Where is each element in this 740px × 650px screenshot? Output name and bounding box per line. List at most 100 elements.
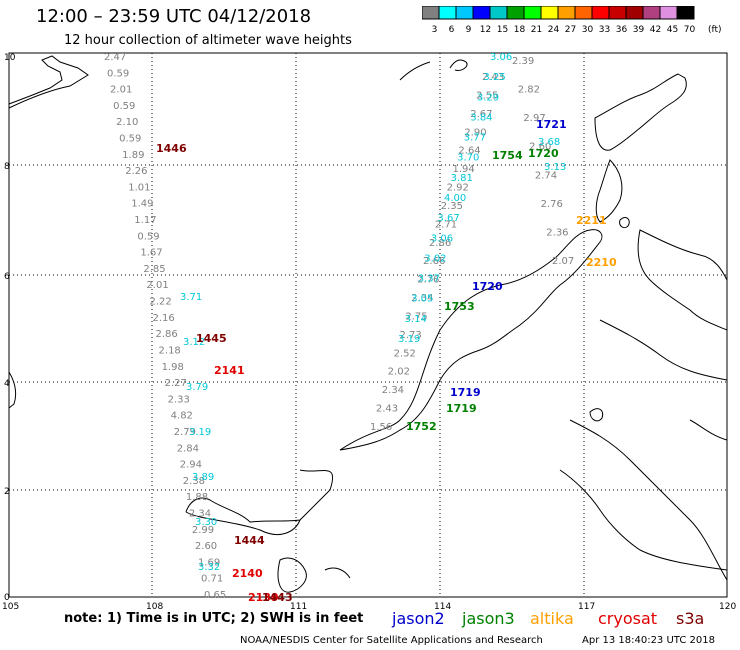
colorbar-label: 21 (531, 25, 542, 35)
wave-height-value: 2.92 (447, 183, 469, 194)
colorbar-label: 39 (633, 25, 645, 35)
wave-height-value: 2.79 (174, 427, 196, 438)
wave-height-value: 2.16 (152, 313, 174, 324)
colorbar-label: 18 (514, 25, 526, 35)
wave-height-value-cyan: 3.77 (464, 133, 486, 144)
pass-time-label: 2140 (232, 567, 263, 580)
wave-height-value: 0.59 (113, 101, 135, 112)
wave-height-value: 1.01 (128, 182, 150, 193)
credit-organization: NOAA/NESDIS Center for Satellite Applica… (240, 635, 543, 646)
colorbar-label: 30 (582, 25, 594, 35)
x-tick-label: 111 (290, 602, 307, 610)
y-tick-label: 8 (4, 162, 10, 172)
y-tick-label: 2 (4, 487, 10, 497)
page-title: 12:00 – 23:59 UTC 04/12/2018 (36, 6, 312, 27)
wave-height-value: 2.71 (435, 219, 457, 230)
colorbar-label: 33 (599, 25, 610, 35)
wave-height-value: 2.33 (168, 394, 190, 405)
colorbar-label: 9 (466, 25, 472, 35)
colorbar-label: 12 (480, 25, 491, 35)
wave-height-value: 2.27 (165, 378, 187, 389)
color-scale-bar: 3 6 9 12 15 18 21 24 27 30 33 36 39 42 45 70 (ft) (422, 6, 722, 35)
wave-height-value-cyan: 3.19 (189, 427, 211, 438)
visayas-islands (637, 229, 728, 331)
pass-time-label: 1719 (446, 402, 477, 415)
wave-height-value: 2.86 (156, 329, 178, 340)
wave-height-value-cyan: 3.06 (431, 233, 453, 244)
wave-height-value: 2.36 (546, 227, 568, 238)
wave-height-value: 2.60 (195, 541, 217, 552)
wave-height-value: 2.55 (476, 90, 498, 101)
colorbar-label: 24 (548, 25, 560, 35)
wave-height-value: 0.59 (119, 134, 141, 145)
wave-height-value-cyan: 3.81 (451, 173, 473, 184)
wave-height-value: 2.74 (535, 170, 557, 181)
wave-height-value-cyan: 3.79 (186, 382, 208, 393)
wave-height-value: 2.18 (159, 345, 181, 356)
wave-height-value-cyan: 3.37 (418, 274, 440, 285)
wave-height-value: 2.22 (149, 297, 171, 308)
page-subtitle: 12 hour collection of altimeter wave hei… (64, 33, 352, 48)
wave-height-value: 1.98 (162, 362, 184, 373)
colorbar-label: 15 (497, 25, 508, 35)
wave-height-value: 2.39 (512, 56, 534, 67)
colorbar-label: 42 (650, 25, 661, 35)
wave-height-value-cyan: 3.67 (437, 213, 459, 224)
pass-time-label: 1752 (406, 420, 437, 433)
wave-height-value: 2.85 (143, 264, 165, 275)
legend-item-cryosat: cryosat (598, 609, 658, 628)
wave-height-value: 2.84 (177, 443, 199, 454)
wave-height-value: 2.07 (552, 256, 574, 267)
credit-timestamp: Apr 13 18:40:23 UTC 2018 (582, 635, 715, 646)
wave-height-value: 2.43 (482, 72, 504, 83)
y-axis-ticks: 10 8 6 4 2 0 (4, 53, 16, 603)
wave-height-value: 2.10 (116, 117, 138, 128)
pass-time-label: 1754 (492, 149, 523, 162)
colorbar-unit-label: (ft) (708, 25, 722, 35)
wave-height-value: 2.73 (399, 330, 421, 341)
colorbar-label: 27 (565, 25, 576, 35)
wave-height-value: 2.67 (470, 109, 492, 120)
colorbar-label: 6 (449, 25, 455, 35)
y-tick-label: 6 (4, 272, 10, 282)
wave-height-value: 2.66 (423, 256, 445, 267)
legend-item-s3a: s3a (676, 609, 705, 628)
wave-height-value: 2.01 (146, 280, 168, 291)
wave-height-value-cyan: 3.13 (544, 162, 566, 173)
wave-height-value: 2.60 (529, 142, 551, 153)
wave-height-value: 1.17 (134, 215, 156, 226)
coastlines (8, 55, 728, 593)
wave-height-value: 1.94 (453, 164, 475, 175)
luzon-north (594, 73, 687, 151)
wave-height-value: 0.59 (137, 231, 159, 242)
wave-height-value: 1.56 (370, 422, 392, 433)
wave-height-value: 2.52 (394, 348, 416, 359)
wave-height-value-cyan: 3.19 (398, 334, 420, 345)
wave-height-value-cyan: 3.25 (483, 72, 505, 83)
pass-time-label: 1720 (472, 280, 503, 293)
wave-height-value: 2.47 (104, 52, 126, 63)
coastline-west-north (8, 55, 89, 109)
wave-height-value-cyan: 3.32 (198, 562, 220, 573)
wave-height-value: 2.43 (376, 404, 398, 415)
wave-height-value-cyan: 3.89 (192, 472, 214, 483)
wave-height-value: 2.35 (441, 201, 463, 212)
wave-height-value: 2.90 (464, 127, 486, 138)
wave-height-value: 2.82 (518, 85, 540, 96)
pass-time-label: 1719 (450, 386, 481, 399)
pass-time-label: 1444 (234, 534, 265, 547)
pass-time-label: 2210 (586, 256, 617, 269)
x-tick-label: 117 (578, 602, 595, 610)
map-frame (8, 52, 728, 598)
wave-height-value: 2.01 (110, 85, 132, 96)
x-tick-label: 108 (146, 602, 163, 610)
wave-height-value-cyan: 4.00 (444, 193, 466, 204)
wave-height-value: 1.89 (122, 150, 144, 161)
coastline-borneo-north (185, 469, 334, 523)
y-tick-label: 4 (4, 379, 10, 389)
wave-height-value: 2.02 (388, 367, 410, 378)
pass-time-label: 1446 (156, 142, 187, 155)
wave-height-value-cyan: 3.05 (411, 294, 433, 305)
wave-height-map: 105 108 111 114 117 120 10 8 6 4 2 0 2.4… (2, 52, 736, 610)
pass-time-label: 1721 (536, 118, 567, 131)
